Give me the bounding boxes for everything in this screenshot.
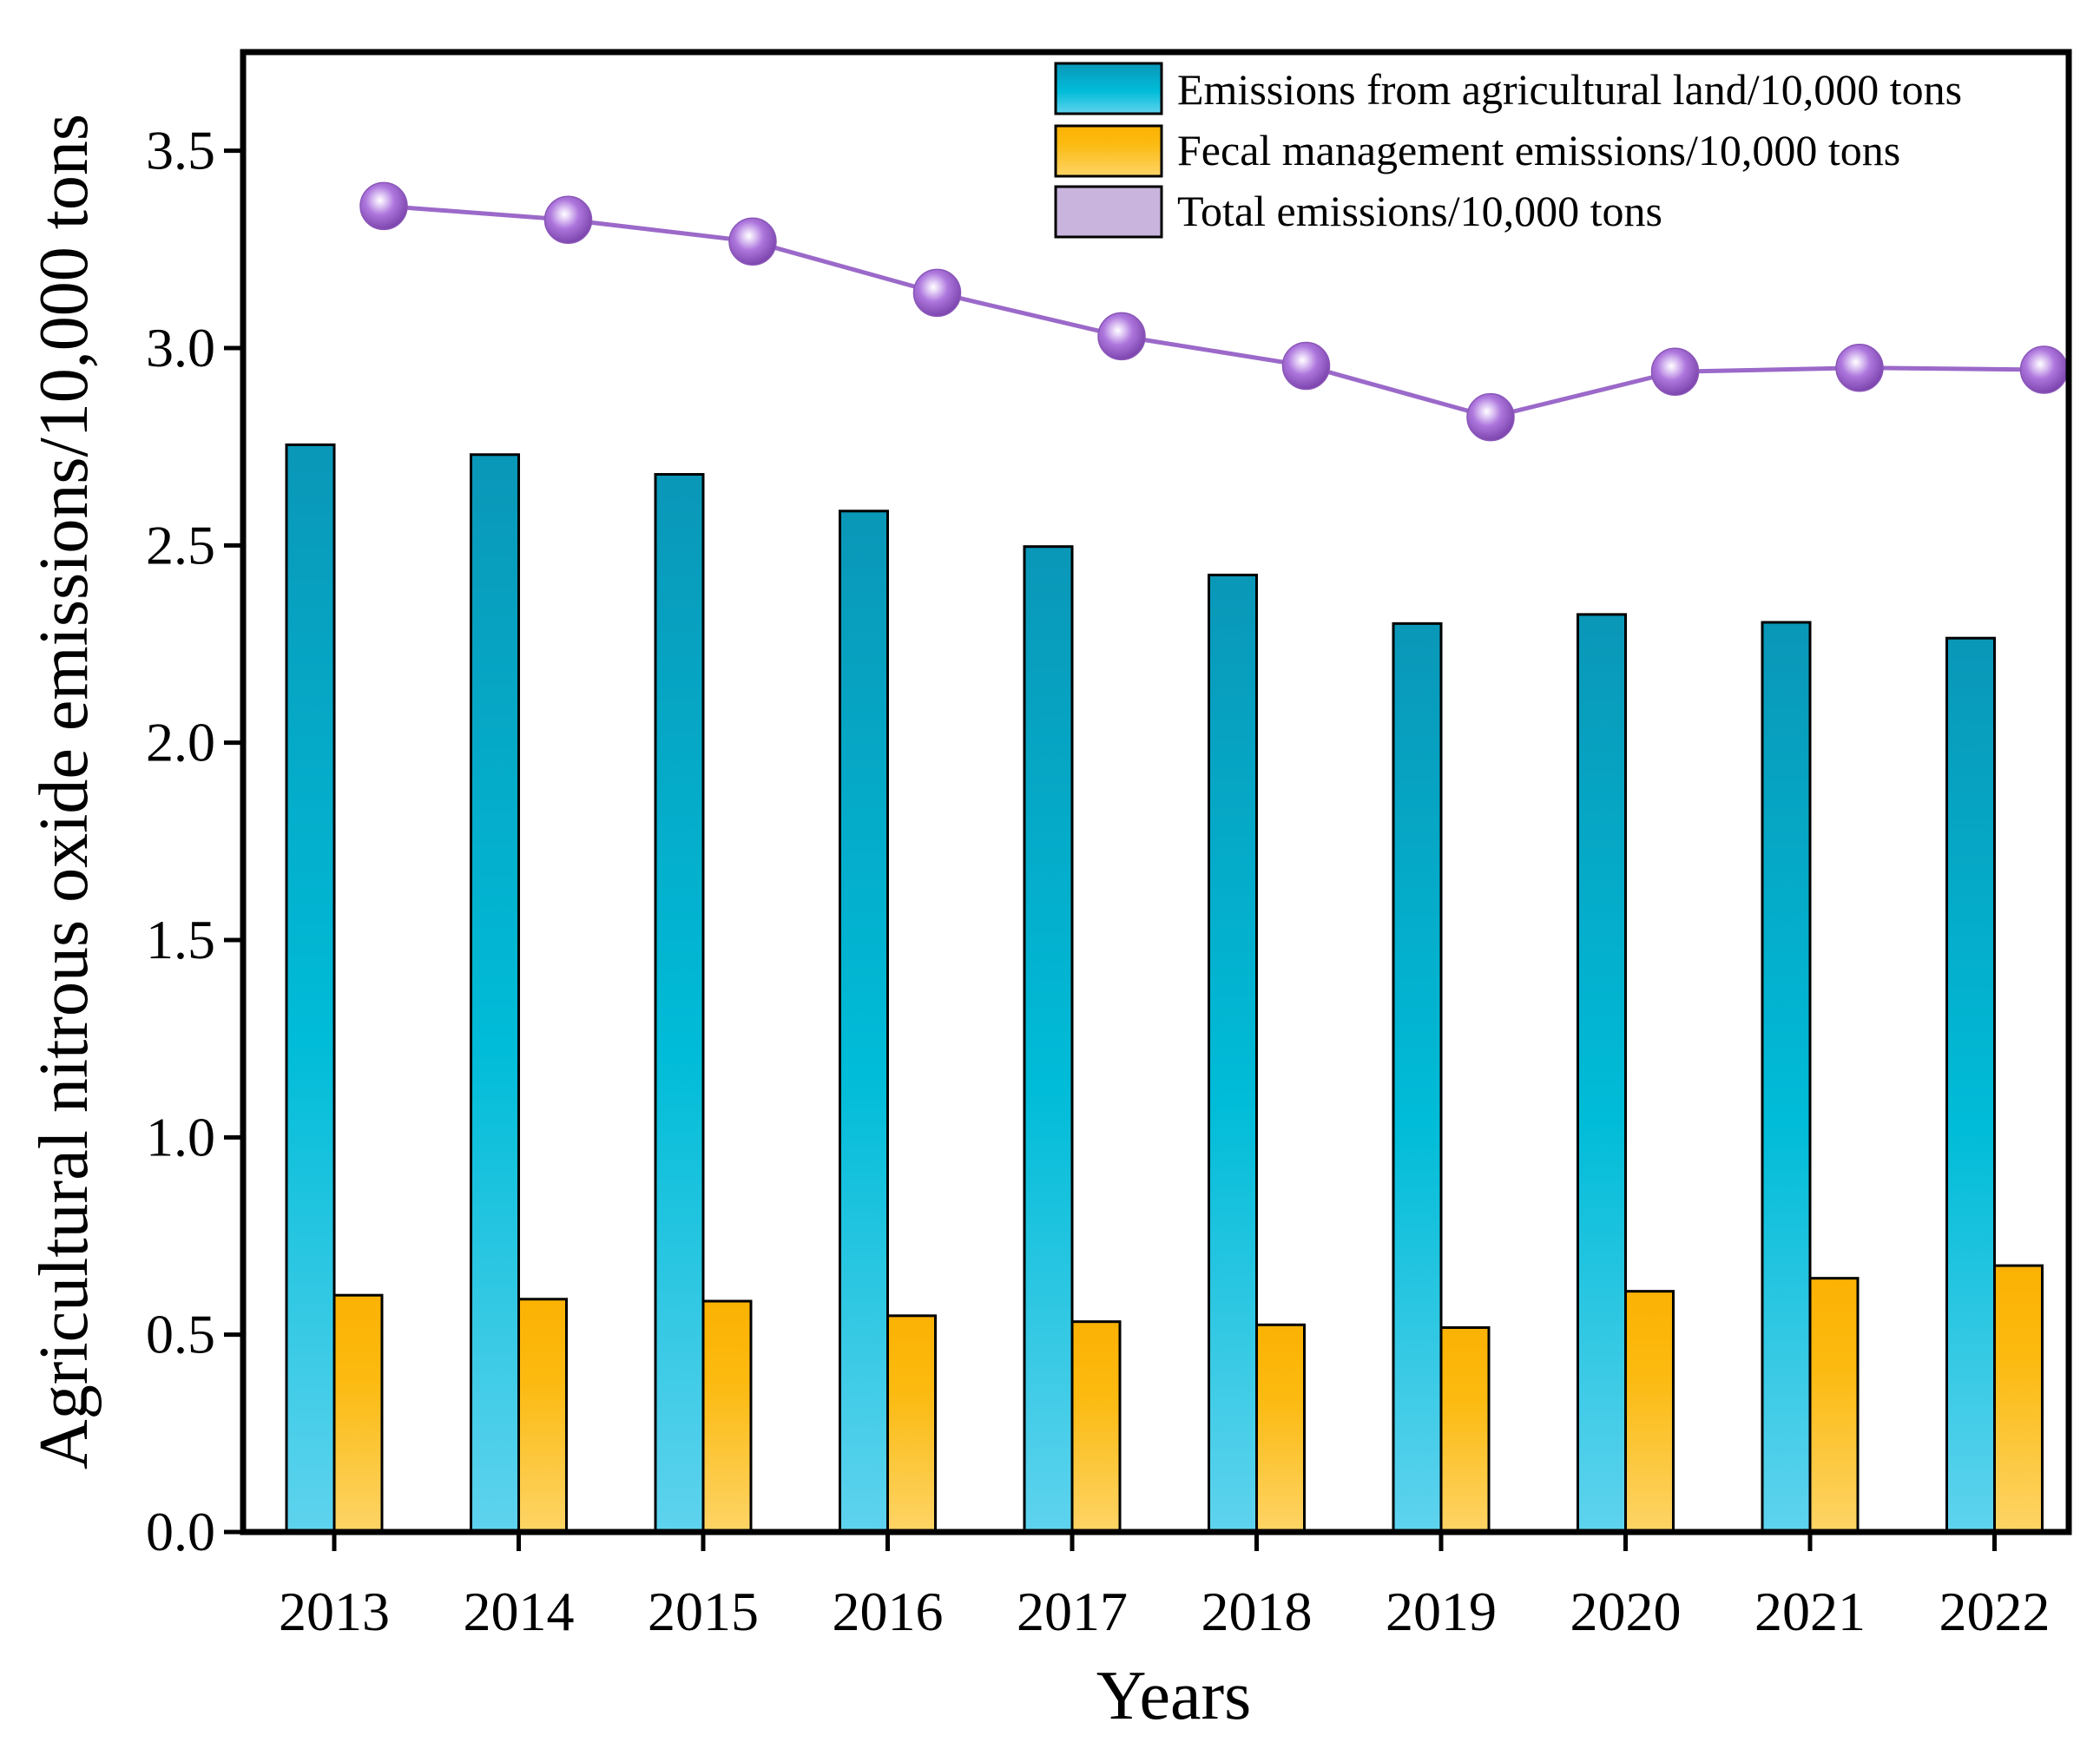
- x-tick-label: 2018: [1201, 1581, 1313, 1642]
- y-tick-label: 0.0: [146, 1501, 215, 1562]
- total-line: [383, 203, 2044, 420]
- legend-swatch-land: [1054, 62, 1163, 115]
- x-tick-label: 2013: [279, 1581, 390, 1642]
- bar-fecal: [1993, 1264, 2044, 1534]
- plot-frame: [240, 49, 2072, 1535]
- bar-land: [839, 510, 889, 1534]
- bar-land: [470, 453, 520, 1534]
- x-tick-label: 2015: [648, 1581, 759, 1642]
- total-marker: [1650, 347, 1700, 397]
- bar-fecal: [1624, 1290, 1675, 1534]
- total-marker: [1835, 343, 1884, 392]
- legend: Emissions from agricultural land/10,000 …: [1054, 62, 1962, 239]
- bar-fecal: [1439, 1325, 1491, 1534]
- plot-area: 0.0 0.5 1.0 1.5 2.0 2.5 3.0 3.5 2013 2014 2015 2016…: [146, 120, 2069, 1642]
- total-marker: [359, 181, 408, 231]
- x-tick-label: 2019: [1386, 1581, 1497, 1642]
- bar-land: [1023, 545, 1074, 1534]
- x-tick-label: 2022: [1939, 1581, 2051, 1642]
- legend-label-total: Total emissions/10,000 tons: [1177, 187, 1662, 235]
- total-marker: [1466, 392, 1515, 442]
- total-marker: [728, 217, 777, 266]
- bar-land: [1392, 621, 1443, 1534]
- legend-label-land: Emissions from agricultural land/10,000 …: [1177, 65, 1962, 114]
- y-tick-label: 0.5: [146, 1304, 215, 1365]
- x-axis-title: Years: [1096, 1658, 1252, 1734]
- bar-fecal: [1255, 1323, 1306, 1534]
- bar-fecal: [1808, 1277, 1860, 1534]
- y-tick-label: 3.0: [146, 317, 215, 378]
- bar-land: [1208, 573, 1258, 1534]
- total-marker: [1097, 312, 1146, 361]
- legend-swatch-total: [1054, 185, 1163, 239]
- bar-fecal: [1070, 1320, 1122, 1534]
- bar-land: [654, 472, 705, 1534]
- x-tick-label: 2014: [464, 1581, 575, 1642]
- y-tick-label: 1.5: [146, 909, 215, 970]
- y-tick-label: 2.5: [146, 514, 215, 575]
- total-marker: [543, 195, 593, 244]
- bar-land: [285, 443, 336, 1534]
- total-marker: [2019, 345, 2069, 394]
- bar-land: [1945, 636, 1996, 1534]
- y-tick-label: 1.0: [146, 1106, 215, 1167]
- x-tick-label: 2016: [833, 1581, 944, 1642]
- total-marker: [912, 268, 962, 318]
- total-marker: [1281, 341, 1331, 391]
- x-tick-label: 2020: [1570, 1581, 1682, 1642]
- y-tick-label: 2.0: [146, 712, 215, 773]
- bar-land: [1577, 613, 1627, 1534]
- bar-fecal: [701, 1299, 753, 1534]
- x-tick-label: 2017: [1017, 1581, 1128, 1642]
- y-axis-title: Agricultural nitrous oxide emissions/10,…: [26, 114, 102, 1470]
- x-tick-label: 2021: [1754, 1581, 1866, 1642]
- legend-label-fecal: Fecal management emissions/10,000 tons: [1177, 126, 1900, 174]
- y-tick-label: 3.5: [146, 120, 215, 181]
- legend-swatch-fecal: [1054, 124, 1163, 178]
- bar-fecal: [332, 1293, 384, 1534]
- bar-fecal: [886, 1314, 937, 1534]
- bar-land: [1761, 621, 1812, 1534]
- bar-fecal: [517, 1298, 568, 1534]
